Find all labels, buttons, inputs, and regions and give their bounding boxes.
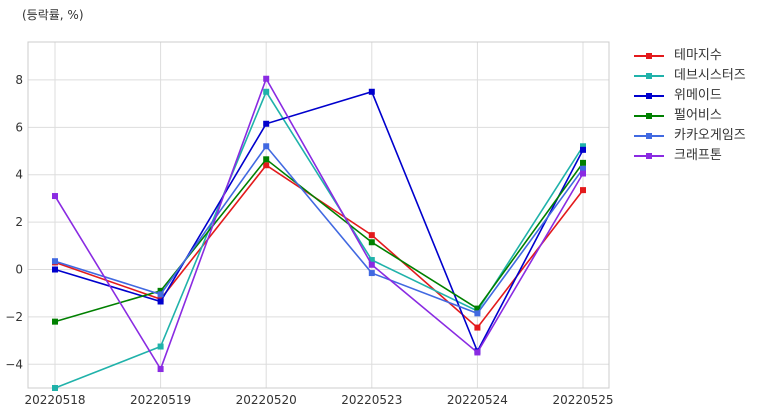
data-point (157, 298, 164, 305)
series-3 (52, 88, 586, 355)
data-point (580, 143, 586, 150)
legend-label: 카카오게임즈 (674, 128, 746, 143)
series-line (54, 158, 584, 323)
x-tick-label: 20220518 (24, 393, 85, 407)
data-point (474, 324, 481, 331)
x-axis-ticks: 20220518 20220519 20220520 20220523 20220524… (24, 393, 613, 407)
data-point (368, 239, 375, 246)
series-line (54, 144, 584, 315)
x-tick-label: 20220523 (341, 393, 402, 407)
data-point (368, 257, 375, 264)
unit-label: (등락률, %) (22, 8, 84, 22)
legend-item: 위메이드 (634, 86, 746, 106)
series-line (54, 90, 584, 389)
data-point (157, 343, 164, 350)
legend-item: 펄어비스 (634, 106, 746, 126)
data-point (157, 366, 164, 373)
legend-swatch (634, 113, 664, 119)
data-point (157, 287, 164, 294)
data-point (580, 165, 586, 172)
data-point (263, 162, 270, 169)
legend-swatch (634, 153, 664, 159)
x-tick-label: 20220525 (552, 393, 613, 407)
data-point (580, 170, 586, 177)
data-point (52, 266, 58, 273)
grid (28, 42, 609, 388)
y-axis-ticks: −4 −2 0 2 4 6 8 (5, 73, 23, 371)
data-point (580, 146, 586, 153)
legend-item: 데브시스터즈 (634, 66, 746, 86)
data-point (368, 88, 375, 95)
x-tick-label: 20220524 (447, 393, 508, 407)
legend-label: 펄어비스 (674, 108, 722, 123)
x-tick-label: 20220519 (130, 393, 191, 407)
series-line (54, 90, 584, 354)
y-tick-label: 8 (15, 73, 23, 87)
legend-label: 테마지수 (674, 48, 722, 63)
legend-swatch (634, 93, 664, 99)
legend-swatch (634, 73, 664, 79)
data-point (263, 143, 270, 150)
legend-label: 데브시스터즈 (674, 68, 746, 83)
y-tick-label: 6 (15, 120, 23, 134)
data-point (580, 159, 586, 166)
data-point (474, 349, 481, 356)
series-line (54, 164, 584, 329)
legend-label: 크래프톤 (674, 148, 722, 163)
data-point (368, 232, 375, 239)
legend-item: 크래프톤 (634, 146, 746, 166)
series-4 (52, 156, 586, 325)
data-point (263, 75, 270, 82)
data-point (263, 156, 270, 163)
data-point (474, 305, 481, 312)
data-point (157, 291, 164, 298)
y-tick-label: 4 (15, 168, 23, 182)
data-point (368, 261, 375, 268)
series-6 (52, 75, 586, 373)
y-tick-label: 2 (15, 215, 23, 229)
plot-frame (27, 41, 610, 389)
data-point (580, 187, 586, 194)
y-tick-label: −2 (5, 310, 23, 324)
legend-item: 카카오게임즈 (634, 126, 746, 146)
series-5 (52, 143, 586, 317)
legend-label: 위메이드 (674, 88, 722, 103)
series-group (52, 75, 586, 391)
data-point (52, 258, 58, 265)
data-point (368, 270, 375, 277)
x-tick-label: 20220520 (236, 393, 297, 407)
data-point (263, 88, 270, 95)
data-point (474, 310, 481, 317)
legend-swatch (634, 53, 664, 59)
series-2 (52, 88, 586, 391)
y-tick-label: 0 (15, 263, 23, 277)
legend-item: 테마지수 (634, 46, 746, 66)
legend-swatch (634, 133, 664, 139)
series-line (54, 76, 584, 371)
data-point (263, 120, 270, 127)
y-tick-label: −4 (5, 357, 23, 371)
data-point (52, 385, 58, 391)
data-point (52, 318, 58, 325)
data-point (52, 193, 58, 200)
